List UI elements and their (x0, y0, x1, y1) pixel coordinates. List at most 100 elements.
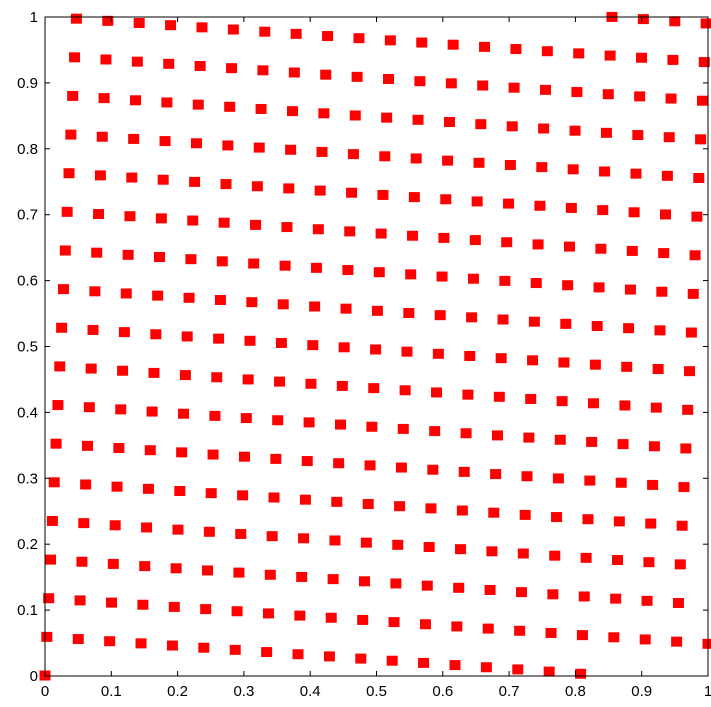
data-point (227, 24, 239, 35)
data-point (685, 327, 697, 338)
data-point (447, 39, 459, 50)
data-point (591, 321, 603, 332)
data-point (700, 18, 711, 29)
data-point (395, 462, 407, 473)
data-point (549, 550, 561, 561)
data-point (69, 52, 81, 63)
data-point (373, 267, 385, 278)
data-point (331, 496, 343, 507)
data-point (691, 211, 703, 222)
data-point (128, 133, 140, 144)
data-point (588, 398, 599, 409)
data-point (464, 350, 476, 361)
data-point (255, 103, 267, 114)
data-point (434, 310, 446, 321)
data-point (510, 44, 522, 55)
data-point (309, 301, 321, 312)
data-point (301, 456, 313, 467)
data-point (407, 230, 419, 241)
data-point (250, 219, 262, 230)
data-point (431, 387, 443, 398)
data-point (554, 434, 566, 445)
data-point (109, 520, 121, 531)
data-point (563, 241, 575, 252)
data-point (514, 625, 526, 636)
data-point (421, 580, 433, 591)
data-point (425, 503, 437, 514)
data-point (240, 413, 252, 424)
data-point (405, 269, 417, 280)
data-point (189, 176, 201, 187)
data-point (87, 324, 99, 335)
data-point (556, 396, 568, 407)
data-point (198, 642, 210, 653)
data-point (322, 31, 334, 42)
data-point (105, 597, 117, 608)
data-point (471, 196, 483, 207)
data-point (141, 522, 153, 533)
data-point (155, 213, 167, 224)
data-point (298, 533, 310, 544)
data-point (118, 327, 130, 338)
data-point (257, 65, 269, 76)
data-point (347, 149, 359, 160)
data-point (209, 410, 221, 421)
data-point (307, 340, 319, 351)
data-point (159, 136, 171, 147)
data-point (366, 421, 378, 432)
data-point (211, 372, 223, 383)
data-point (508, 82, 520, 93)
data-point (680, 443, 692, 454)
data-point (456, 505, 468, 516)
data-point (292, 649, 304, 660)
data-point (135, 638, 147, 649)
data-point (530, 278, 542, 289)
data-point (364, 460, 376, 471)
data-point (233, 567, 245, 578)
x-tick-label: 0.6 (432, 683, 453, 700)
data-point (595, 243, 607, 254)
data-point (80, 479, 92, 490)
data-point (669, 16, 681, 27)
data-point (83, 402, 95, 413)
data-point (142, 483, 154, 494)
data-point (178, 408, 190, 419)
data-point (639, 634, 651, 645)
data-point (573, 48, 585, 59)
data-point (122, 249, 134, 260)
data-point (419, 619, 431, 630)
data-point (560, 318, 572, 329)
data-point (242, 374, 254, 385)
data-point (589, 359, 601, 370)
data-point (359, 576, 370, 587)
data-point (190, 138, 202, 149)
data-point (59, 245, 71, 256)
data-point (613, 516, 625, 527)
data-point (57, 284, 69, 295)
data-point (98, 93, 110, 104)
data-point (56, 322, 68, 333)
data-point (144, 445, 156, 456)
data-point (46, 515, 58, 526)
data-point (445, 78, 457, 89)
data-point (203, 526, 215, 537)
data-point (536, 162, 548, 173)
data-point (519, 509, 531, 520)
data-point (621, 361, 633, 372)
data-point (63, 168, 75, 179)
data-point (336, 380, 348, 391)
data-point (608, 632, 620, 643)
data-point (503, 198, 515, 209)
data-point (663, 132, 675, 143)
data-point (353, 33, 365, 44)
data-point (179, 370, 191, 381)
data-point (698, 57, 710, 68)
data-point (379, 151, 391, 162)
data-point (477, 80, 489, 91)
data-point (684, 366, 696, 377)
data-point (682, 404, 694, 415)
data-point (689, 250, 701, 261)
data-point (525, 393, 537, 404)
y-tick-label: 0.7 (17, 207, 38, 224)
x-tick-label: 0.1 (101, 683, 122, 700)
